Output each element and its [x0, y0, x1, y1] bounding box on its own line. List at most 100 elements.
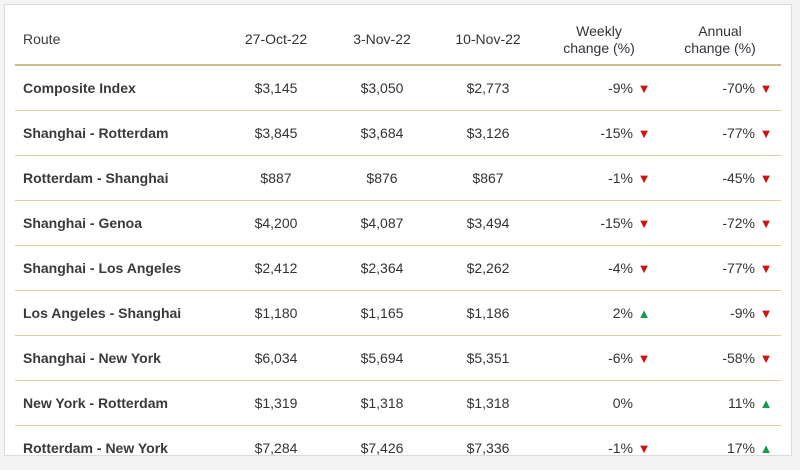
rates-table-card: Route 27-Oct-22 3-Nov-22 10-Nov-22 Weekl…	[4, 4, 792, 456]
rate-cell-27-oct: $3,145	[225, 65, 327, 111]
route-cell: Rotterdam - New York	[15, 426, 225, 470]
rate-cell-27-oct: $2,412	[225, 246, 327, 291]
header-date-2: 3-Nov-22	[327, 15, 437, 65]
annual-change-cell: -77%▼	[659, 111, 781, 156]
annual-change-cell: -72%▼	[659, 201, 781, 246]
rate-cell-10-nov: $5,351	[437, 336, 539, 381]
down-arrow-icon: ▼	[633, 351, 655, 366]
route-cell: Composite Index	[15, 65, 225, 111]
header-weekly-change: Weekly change (%)	[539, 15, 659, 65]
rate-cell-10-nov: $7,336	[437, 426, 539, 470]
rate-cell-10-nov: $3,494	[437, 201, 539, 246]
route-cell: Shanghai - Rotterdam	[15, 111, 225, 156]
annual-change-cell-value: -77%	[722, 260, 755, 276]
down-arrow-icon: ▼	[755, 216, 777, 231]
table-row: Rotterdam - Shanghai$887$876$867-1%▼-45%…	[15, 156, 781, 201]
weekly-change-cell: -15%▼	[539, 111, 659, 156]
rate-cell-10-nov: $3,126	[437, 111, 539, 156]
rate-cell-27-oct: $3,845	[225, 111, 327, 156]
rate-cell-27-oct: $1,180	[225, 291, 327, 336]
weekly-change-cell: -1%▼	[539, 426, 659, 470]
table-header-row: Route 27-Oct-22 3-Nov-22 10-Nov-22 Weekl…	[15, 15, 781, 65]
down-arrow-icon: ▼	[633, 441, 655, 456]
down-arrow-icon: ▼	[633, 126, 655, 141]
weekly-change-cell: -1%▼	[539, 156, 659, 201]
annual-change-cell: -70%▼	[659, 65, 781, 111]
annual-change-cell-value: -9%	[730, 305, 755, 321]
rate-cell-10-nov: $2,773	[437, 65, 539, 111]
annual-change-cell-value: -58%	[722, 350, 755, 366]
down-arrow-icon: ▼	[755, 351, 777, 366]
rate-cell-10-nov: $1,186	[437, 291, 539, 336]
down-arrow-icon: ▼	[755, 261, 777, 276]
down-arrow-icon: ▼	[633, 216, 655, 231]
down-arrow-icon: ▼	[633, 261, 655, 276]
weekly-change-cell: 2%▲	[539, 291, 659, 336]
weekly-change-cell-value: -1%	[608, 170, 633, 186]
rate-cell-27-oct: $6,034	[225, 336, 327, 381]
down-arrow-icon: ▼	[633, 81, 655, 96]
route-cell: Los Angeles - Shanghai	[15, 291, 225, 336]
annual-change-cell: -77%▼	[659, 246, 781, 291]
annual-change-cell-value: 11%	[728, 395, 755, 411]
down-arrow-icon: ▼	[755, 81, 777, 96]
annual-change-cell: -58%▼	[659, 336, 781, 381]
annual-change-cell: -9%▼	[659, 291, 781, 336]
table-row: Shanghai - New York$6,034$5,694$5,351-6%…	[15, 336, 781, 381]
rate-cell-3-nov: $7,426	[327, 426, 437, 470]
weekly-change-cell-value: 2%	[613, 305, 633, 321]
header-weekly-line2: change (%)	[563, 40, 635, 56]
rate-cell-3-nov: $1,165	[327, 291, 437, 336]
weekly-change-cell-value: -9%	[608, 80, 633, 96]
annual-change-cell: -45%▼	[659, 156, 781, 201]
rate-cell-10-nov: $867	[437, 156, 539, 201]
header-annual-line2: change (%)	[684, 40, 756, 56]
freight-rates-table: Route 27-Oct-22 3-Nov-22 10-Nov-22 Weekl…	[15, 15, 781, 470]
down-arrow-icon: ▼	[633, 171, 655, 186]
rate-cell-3-nov: $5,694	[327, 336, 437, 381]
route-cell: Shanghai - New York	[15, 336, 225, 381]
rate-cell-10-nov: $1,318	[437, 381, 539, 426]
down-arrow-icon: ▼	[755, 306, 777, 321]
table-row: Shanghai - Genoa$4,200$4,087$3,494-15%▼-…	[15, 201, 781, 246]
rate-cell-3-nov: $2,364	[327, 246, 437, 291]
route-cell: Shanghai - Genoa	[15, 201, 225, 246]
annual-change-cell-value: -72%	[722, 215, 755, 231]
table-row: Shanghai - Rotterdam$3,845$3,684$3,126-1…	[15, 111, 781, 156]
header-route: Route	[15, 15, 225, 65]
weekly-change-cell: -4%▼	[539, 246, 659, 291]
down-arrow-icon: ▼	[755, 126, 777, 141]
header-date-1: 27-Oct-22	[225, 15, 327, 65]
weekly-change-cell-value: -15%	[600, 125, 633, 141]
weekly-change-cell: -6%▼	[539, 336, 659, 381]
weekly-change-cell: -9%▼	[539, 65, 659, 111]
table-row: Composite Index$3,145$3,050$2,773-9%▼-70…	[15, 65, 781, 111]
weekly-change-cell-value: -15%	[600, 215, 633, 231]
rate-cell-27-oct: $1,319	[225, 381, 327, 426]
up-arrow-icon: ▲	[633, 306, 655, 321]
rate-cell-3-nov: $4,087	[327, 201, 437, 246]
rate-cell-10-nov: $2,262	[437, 246, 539, 291]
route-cell: New York - Rotterdam	[15, 381, 225, 426]
annual-change-cell-value: 17%	[727, 440, 755, 456]
header-annual-change: Annual change (%)	[659, 15, 781, 65]
table-row: Shanghai - Los Angeles$2,412$2,364$2,262…	[15, 246, 781, 291]
header-date-3: 10-Nov-22	[437, 15, 539, 65]
annual-change-cell-value: -70%	[722, 80, 755, 96]
annual-change-cell: 11%▲	[659, 381, 781, 426]
annual-change-cell: 17%▲	[659, 426, 781, 470]
weekly-change-cell-value: 0%	[613, 395, 633, 411]
weekly-change-cell: 0%	[539, 381, 659, 426]
table-row: Los Angeles - Shanghai$1,180$1,165$1,186…	[15, 291, 781, 336]
rate-cell-3-nov: $3,684	[327, 111, 437, 156]
weekly-change-cell: -15%▼	[539, 201, 659, 246]
rate-cell-27-oct: $7,284	[225, 426, 327, 470]
up-arrow-icon: ▲	[755, 441, 777, 456]
rate-cell-27-oct: $887	[225, 156, 327, 201]
annual-change-cell-value: -45%	[722, 170, 755, 186]
route-cell: Rotterdam - Shanghai	[15, 156, 225, 201]
rate-cell-3-nov: $3,050	[327, 65, 437, 111]
rate-cell-27-oct: $4,200	[225, 201, 327, 246]
route-cell: Shanghai - Los Angeles	[15, 246, 225, 291]
